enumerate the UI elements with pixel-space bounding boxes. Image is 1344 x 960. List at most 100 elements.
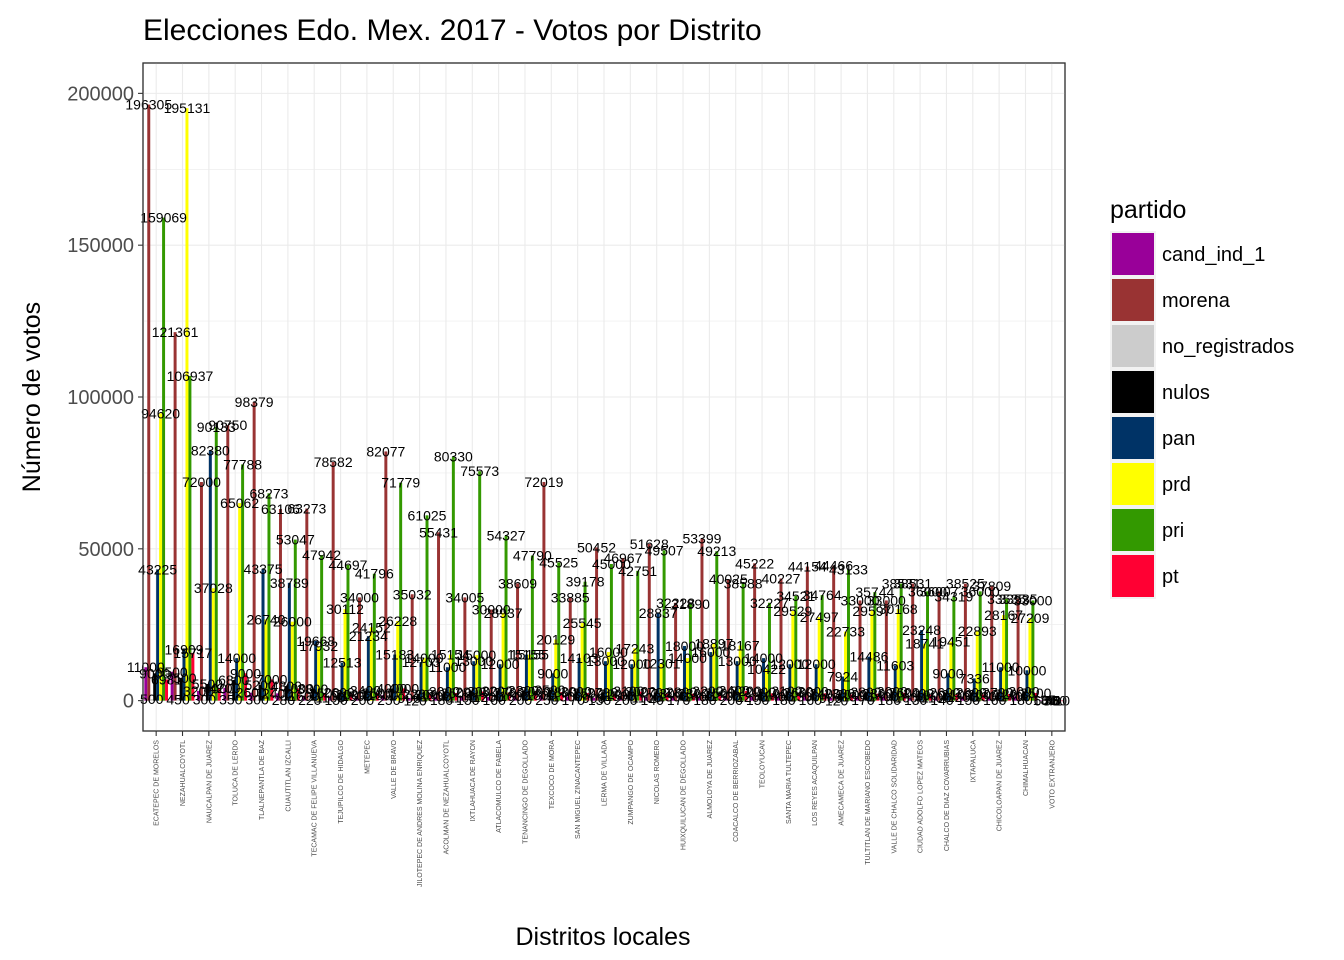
bar-prd <box>659 663 663 701</box>
bar-nulos <box>732 690 736 701</box>
x-tick-label: TLALNEPANTLA DE BAZ <box>259 739 266 820</box>
value-label: 2600 <box>956 685 987 701</box>
bar-pan <box>419 662 423 701</box>
legend-label-morena: morena <box>1162 290 1231 312</box>
bar-nulos <box>653 692 657 701</box>
x-tick-label: CIUDAD ADOLFO LOPEZ MATEOS <box>918 740 925 853</box>
bar-cand_ind_1 <box>644 697 648 701</box>
value-label: 15154 <box>431 647 470 663</box>
bar-pan <box>1025 670 1029 701</box>
x-tick-label: ECATEPEC DE MORELOS <box>154 740 161 826</box>
bar-pri <box>162 217 166 701</box>
bar-pri <box>662 550 666 701</box>
value-label: 47790 <box>513 548 552 564</box>
value-label: 1600 <box>499 688 530 704</box>
x-tick-label: CHALCO DE DIAZ COVARRUBIAS <box>944 740 951 851</box>
value-label: 78582 <box>314 454 353 470</box>
value-label: 2000 <box>836 687 867 703</box>
bar-prd <box>580 623 584 701</box>
x-tick-label: NAUCALPAN DE JUAREZ <box>206 739 213 823</box>
bar-cand_ind_1 <box>881 696 885 701</box>
value-label: 250 <box>377 692 401 708</box>
bar-nulos <box>838 693 842 701</box>
bar-morena <box>726 579 730 701</box>
value-label: 5 <box>1043 693 1051 709</box>
bar-pt <box>296 688 300 701</box>
x-tick-label: IXTLAHUACA DE RAYON <box>470 740 477 822</box>
value-label: 2700 <box>587 684 618 700</box>
bar-nulos <box>495 690 499 701</box>
value-label: 350 <box>219 692 243 708</box>
bar-no_registrados <box>650 700 654 701</box>
value-label: 3000 <box>1008 684 1039 700</box>
value-labels: 11000 196305 500 9000 43225 94620 159069 698195… <box>125 97 1070 709</box>
value-label: 3000 <box>561 684 592 700</box>
legend-label-pri: pri <box>1162 520 1184 542</box>
bar-cand_ind_1 <box>1013 696 1017 701</box>
value-label: 13000 <box>454 653 493 669</box>
value-label: 45000 <box>592 556 631 572</box>
bar-morena <box>568 597 572 701</box>
bar-morena <box>384 451 388 701</box>
chart-title: Elecciones Edo. Mex. 2017 - Votos por Di… <box>143 14 762 47</box>
value-label: 2800 <box>666 684 697 700</box>
bar-pri <box>478 471 482 701</box>
bar-no_registrados <box>624 700 628 701</box>
value-label: 1300 <box>789 689 820 705</box>
bar-no_registrados <box>360 700 364 701</box>
value-label: 35744 <box>855 584 894 600</box>
bar-pri <box>530 555 534 701</box>
value-label: 9000 <box>932 665 963 681</box>
bar-pan <box>366 636 370 701</box>
value-label: 14103 <box>560 650 599 666</box>
value-label: 3400 <box>719 682 750 698</box>
value-label: 10000 <box>1007 662 1046 678</box>
bar-pri <box>794 595 798 701</box>
x-tick-label: TEOLOYUCAN <box>760 740 767 788</box>
y-axis-ticks: 0 50000 100000 150000 200000 <box>67 83 143 713</box>
value-label: 34319 <box>934 588 973 604</box>
value-label: 1400 <box>868 688 899 704</box>
bar-cand_ind_1 <box>513 695 517 701</box>
bar-cand_ind_1 <box>434 696 438 701</box>
bar-pan <box>893 665 897 701</box>
bar-nulos <box>337 692 341 701</box>
value-label: 1100 <box>631 689 661 705</box>
bar-pan <box>261 568 265 701</box>
bar-cand_ind_1 <box>460 697 464 701</box>
x-tick-label: ATLACOMULCO DE FABELA <box>496 740 503 833</box>
value-label: 3200 <box>731 683 762 699</box>
value-label: 7500 <box>165 670 196 686</box>
bar-no_registrados <box>281 699 285 701</box>
value-label: 2600 <box>889 685 920 701</box>
bar-pt <box>876 693 880 701</box>
bar-pan <box>287 582 291 701</box>
value-label: 38531 <box>893 576 932 592</box>
x-tick-label: LERMA DE VILLADA <box>602 740 609 806</box>
value-label: 49213 <box>697 543 736 559</box>
bar-pt <box>955 694 959 701</box>
bar-morena <box>252 401 256 701</box>
value-label: 65062 <box>220 495 259 511</box>
value-label: 14000 <box>744 650 783 666</box>
legend-swatch-prd <box>1112 463 1154 505</box>
value-label: 77788 <box>223 456 262 472</box>
value-label: 37809 <box>972 578 1011 594</box>
value-label: 47942 <box>302 547 341 563</box>
value-label: 24152 <box>352 619 391 635</box>
value-label: 71779 <box>381 475 420 491</box>
x-tick-label: TEJUPILCO DE HIDALGO <box>338 739 345 823</box>
x-tick-label: TOLUCA DE LERDO <box>233 739 240 805</box>
value-label: 29597 <box>852 603 891 619</box>
value-label: 150 <box>957 692 981 708</box>
bar-morena <box>595 547 599 701</box>
value-label: 29529 <box>773 603 812 619</box>
bar-pri <box>583 581 587 701</box>
bar-cand_ind_1 <box>618 696 622 701</box>
bar-cand_ind_1 <box>249 692 253 701</box>
bar-cand_ind_1 <box>908 697 912 701</box>
value-label: 12000 <box>612 656 651 672</box>
bar-pri <box>425 515 429 701</box>
